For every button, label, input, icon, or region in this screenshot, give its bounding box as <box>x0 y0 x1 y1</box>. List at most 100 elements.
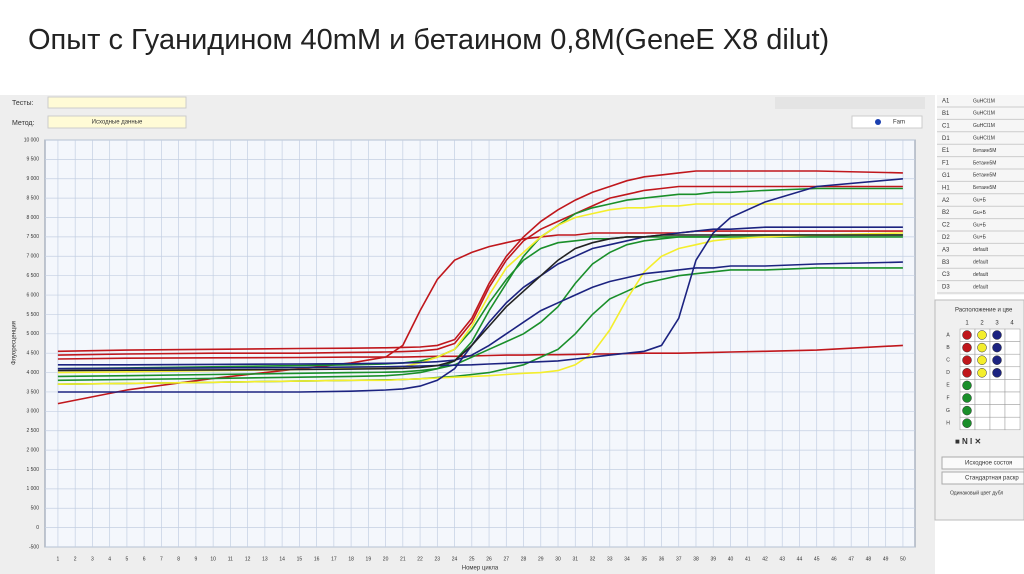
x-tick-label: 46 <box>831 556 837 562</box>
plate-cell[interactable] <box>989 416 1006 431</box>
tests-label: Тесты: <box>12 100 34 107</box>
series-line <box>57 234 903 372</box>
plate-cell[interactable] <box>1004 379 1021 393</box>
well-name: default <box>973 260 989 266</box>
plate-cell[interactable] <box>989 391 1006 405</box>
x-tick-label: 37 <box>676 556 682 562</box>
plate-cell[interactable] <box>1004 341 1021 355</box>
well-name: Бетаин5M <box>973 160 996 166</box>
slide-title: Опыт с Гуанидином 40mM и бетаином 0,8M(G… <box>28 24 830 56</box>
x-tick-label: 25 <box>469 556 475 562</box>
x-tick-label: 24 <box>452 556 458 562</box>
plate-cell[interactable] <box>1004 328 1021 342</box>
wells-table <box>937 95 1024 295</box>
method-label: Метод: <box>12 120 35 127</box>
y-tick-label: 1 000 <box>26 486 39 492</box>
y-tick-label: 4 000 <box>26 370 39 376</box>
x-tick-label: 19 <box>366 556 372 562</box>
channel: Fam <box>893 120 905 126</box>
y-tick-label: 5 500 <box>26 312 39 318</box>
plate-cell[interactable] <box>1004 404 1021 418</box>
x-tick-label: 18 <box>348 556 354 562</box>
x-tick-label: 6 <box>143 556 146 562</box>
x-tick-label: 31 <box>572 556 578 562</box>
x-tick-label: 27 <box>504 556 510 562</box>
x-tick-label: 23 <box>435 556 441 562</box>
y-tick-label: 6 500 <box>26 273 39 279</box>
x-tick-label: 49 <box>883 556 889 562</box>
x-tick-label: 39 <box>710 556 716 562</box>
plate-cell[interactable] <box>1004 391 1021 405</box>
plate-cell[interactable] <box>974 416 991 431</box>
y-tick-label: -500 <box>29 544 39 550</box>
plate-cell[interactable] <box>1004 416 1021 431</box>
y-tick-label: 5 000 <box>26 331 39 337</box>
plate-col: 1 <box>965 321 969 327</box>
well-dot <box>977 330 987 340</box>
well-id: H1 <box>942 185 950 191</box>
button[interactable] <box>941 471 1024 485</box>
plate-cell[interactable] <box>989 379 1006 393</box>
well-name: GuHCl1M <box>973 98 995 104</box>
well-dot <box>962 393 972 403</box>
x-tick-label: 7 <box>160 556 163 562</box>
well-id: E1 <box>942 148 950 154</box>
x-tick-label: 29 <box>538 556 544 562</box>
well-dot <box>992 355 1002 365</box>
well-name: Бетаин5M <box>973 148 996 154</box>
plate-col: 4 <box>1010 321 1014 327</box>
series-line <box>57 185 903 356</box>
format-buttons[interactable]: ■ N I ✕ <box>955 437 981 446</box>
x-tick-label: 43 <box>779 556 785 562</box>
well-dot <box>962 418 972 428</box>
x-tick-label: 11 <box>228 556 233 562</box>
well-dot <box>977 342 987 353</box>
y-tick-label: 7 000 <box>26 254 39 260</box>
plate-row: B <box>946 345 950 351</box>
button[interactable] <box>941 456 1024 470</box>
checkbox-label[interactable]: Одинаковый цвет дубл <box>950 489 1003 496</box>
plate-cell[interactable] <box>974 379 991 393</box>
well-id: A2 <box>942 198 950 204</box>
well-dot <box>977 355 987 365</box>
well-id: A3 <box>942 247 950 253</box>
plate-cell[interactable] <box>974 391 991 405</box>
x-tick-label: 28 <box>521 556 527 562</box>
plate-cell[interactable] <box>1004 366 1021 380</box>
well-id: B1 <box>942 111 950 117</box>
toolbar <box>775 97 925 109</box>
channel-select[interactable] <box>851 115 923 129</box>
plate-row: H <box>946 421 950 427</box>
well-dot <box>992 368 1002 378</box>
y-tick-label: 0 <box>36 525 39 531</box>
well-name: GuHCl1M <box>973 136 995 142</box>
well-dot <box>962 330 972 340</box>
x-tick-label: 20 <box>383 556 389 562</box>
channel-dot <box>875 119 881 125</box>
method-select[interactable] <box>47 115 187 129</box>
well-id: C3 <box>942 272 950 278</box>
x-tick-label: 22 <box>417 556 423 562</box>
plate-cell[interactable] <box>1004 353 1021 368</box>
well-id: B2 <box>942 210 950 216</box>
tests-select[interactable] <box>47 96 187 109</box>
plate-row: F <box>946 395 949 401</box>
plate-cell[interactable] <box>989 404 1006 418</box>
x-tick-label: 34 <box>624 556 630 562</box>
plate-title: Расположение и цве <box>955 308 1013 314</box>
well-name: GuHCl1M <box>973 123 995 129</box>
y-tick-label: 6 000 <box>26 292 39 298</box>
x-tick-label: 45 <box>814 556 820 562</box>
x-tick-label: 1 <box>57 556 60 562</box>
x-tick-label: 5 <box>126 556 129 562</box>
y-tick-label: 7 500 <box>26 234 39 240</box>
well-id: D2 <box>942 235 950 241</box>
well-dot <box>962 380 972 391</box>
plate-cell[interactable] <box>974 404 991 418</box>
y-tick-label: 8 000 <box>26 215 39 221</box>
well-dot <box>962 368 972 378</box>
well-id: A1 <box>942 99 950 105</box>
series-line <box>57 232 903 385</box>
y-tick-label: 10 000 <box>24 137 40 143</box>
well-name: default <box>973 272 989 278</box>
